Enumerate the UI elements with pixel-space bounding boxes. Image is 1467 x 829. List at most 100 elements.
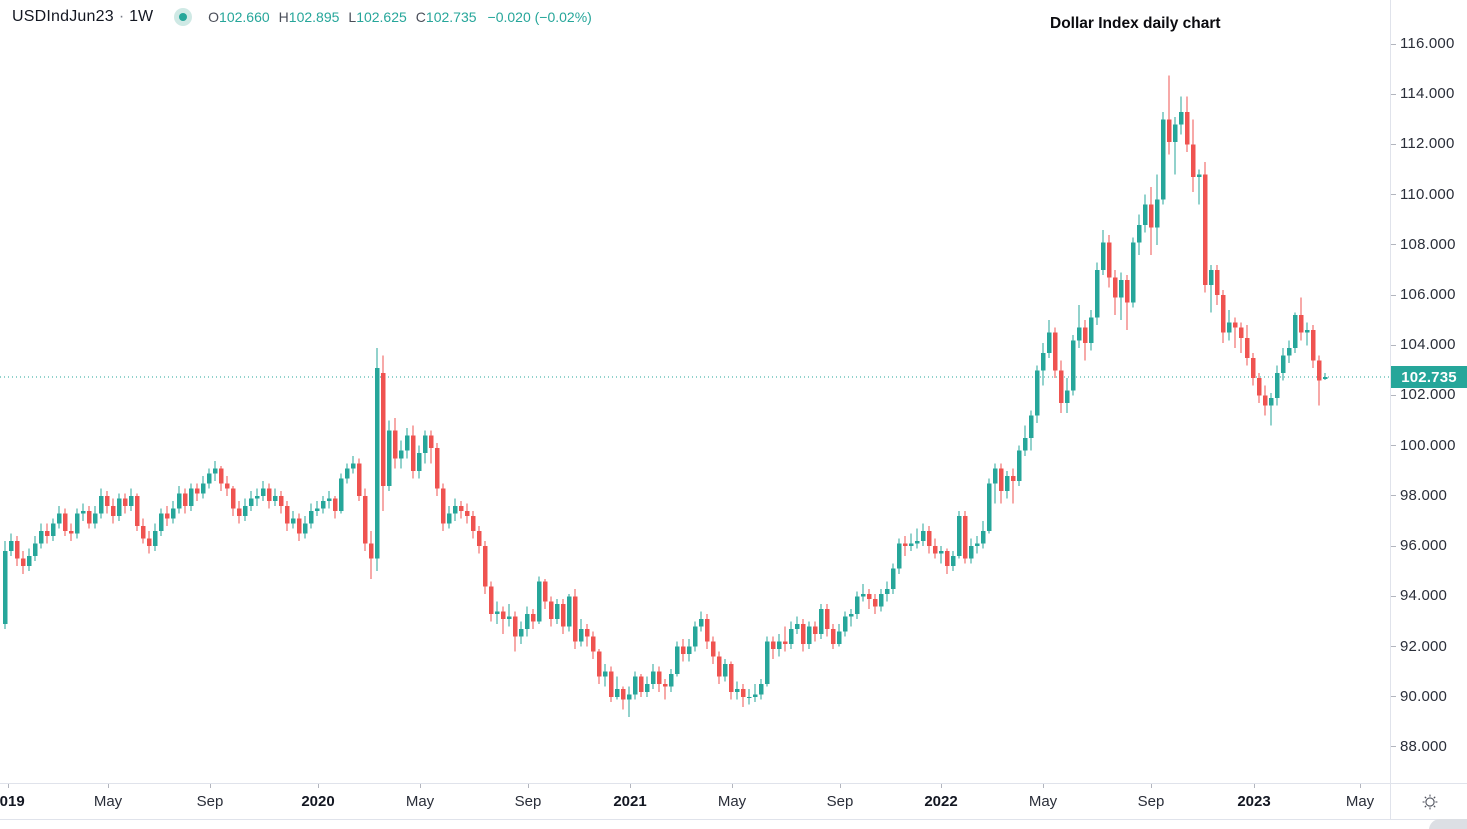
candle bbox=[1220, 290, 1226, 343]
candle bbox=[446, 505, 452, 529]
time-axis-label: 2019 bbox=[0, 793, 25, 810]
candle bbox=[776, 634, 782, 657]
candle bbox=[266, 483, 272, 509]
price-axis-tick bbox=[1391, 394, 1396, 396]
candle bbox=[158, 508, 164, 537]
time-axis[interactable]: 2019 May Sep 2020 May Sep 2021 May Sep 2022 May Sep… bbox=[0, 783, 1390, 820]
candle bbox=[458, 500, 464, 519]
candle bbox=[104, 490, 110, 514]
interval-label[interactable]: 1W bbox=[129, 8, 154, 25]
time-axis-label: 2020 bbox=[301, 793, 335, 810]
candle bbox=[26, 548, 32, 572]
candle bbox=[590, 631, 596, 660]
candle bbox=[398, 440, 404, 469]
candle bbox=[176, 485, 182, 514]
candle bbox=[764, 636, 770, 687]
candle bbox=[164, 505, 170, 527]
candle bbox=[968, 538, 974, 564]
candle bbox=[1184, 96, 1190, 152]
candle bbox=[110, 498, 116, 524]
candle bbox=[950, 551, 956, 572]
candle bbox=[1226, 310, 1232, 341]
candle bbox=[860, 583, 866, 602]
price-axis[interactable]: 102.735 116.000 114.000 112.000 110.000 108.… bbox=[1390, 0, 1467, 783]
candle bbox=[938, 546, 944, 564]
candle bbox=[284, 500, 290, 532]
candle bbox=[296, 513, 302, 542]
candle bbox=[788, 621, 794, 650]
candle bbox=[362, 488, 368, 552]
chart-annotation-title: Dollar Index daily chart bbox=[1050, 15, 1221, 32]
candle bbox=[512, 611, 518, 652]
price-scale-settings-button[interactable] bbox=[1390, 783, 1467, 820]
candle bbox=[404, 428, 410, 459]
candle bbox=[596, 649, 602, 685]
candle bbox=[710, 636, 716, 665]
price-axis-label: 88.000 bbox=[1400, 737, 1448, 755]
time-axis-tick bbox=[420, 784, 421, 788]
candle bbox=[338, 473, 344, 514]
candle bbox=[440, 483, 446, 532]
candle bbox=[1124, 274, 1130, 331]
time-axis-tick bbox=[1151, 784, 1152, 788]
candle bbox=[734, 681, 740, 700]
candle bbox=[230, 485, 236, 517]
candle bbox=[692, 621, 698, 652]
price-axis-label: 104.000 bbox=[1400, 336, 1456, 354]
candle bbox=[824, 603, 830, 637]
candle bbox=[836, 623, 842, 647]
candle bbox=[608, 666, 614, 702]
time-axis-label: Sep bbox=[196, 793, 224, 810]
candle bbox=[770, 636, 776, 660]
candle bbox=[1208, 264, 1214, 313]
candle bbox=[1094, 262, 1100, 326]
candle bbox=[278, 490, 284, 514]
time-axis-label: May bbox=[717, 793, 747, 810]
candle bbox=[218, 465, 224, 491]
candle bbox=[170, 500, 176, 524]
price-axis-label: 114.000 bbox=[1400, 85, 1455, 103]
series-marker-icon[interactable] bbox=[174, 8, 193, 26]
candle bbox=[974, 536, 980, 554]
series-marker-dot-icon bbox=[179, 13, 188, 21]
symbol-name[interactable]: USDIndJun23 bbox=[12, 8, 114, 25]
candle bbox=[902, 536, 908, 557]
candle bbox=[134, 493, 140, 532]
candle bbox=[572, 588, 578, 650]
time-axis-tick bbox=[732, 784, 733, 788]
candle bbox=[746, 689, 752, 705]
candle bbox=[1202, 162, 1208, 293]
bottom-strip bbox=[0, 819, 1467, 829]
candle bbox=[368, 531, 374, 579]
candle bbox=[1292, 312, 1298, 353]
candle bbox=[1166, 75, 1172, 155]
candle bbox=[704, 613, 710, 650]
candle bbox=[620, 686, 626, 710]
candle bbox=[374, 347, 380, 572]
candle bbox=[482, 541, 488, 594]
candle bbox=[884, 581, 890, 602]
candle bbox=[74, 508, 80, 539]
time-axis-label: 2022 bbox=[924, 793, 958, 810]
candle bbox=[2, 541, 8, 629]
candle bbox=[1076, 305, 1082, 348]
candle bbox=[422, 430, 428, 464]
candle bbox=[182, 488, 188, 514]
candle bbox=[914, 528, 920, 549]
price-axis-label: 94.000 bbox=[1400, 587, 1448, 605]
candle bbox=[8, 533, 14, 557]
candle bbox=[506, 603, 512, 627]
candle bbox=[452, 498, 458, 522]
candle bbox=[554, 598, 560, 624]
candles-svg[interactable] bbox=[0, 0, 1390, 783]
candle bbox=[1310, 325, 1316, 368]
candle bbox=[1232, 317, 1238, 348]
candle bbox=[1298, 297, 1304, 341]
candle bbox=[1106, 234, 1112, 288]
candle bbox=[668, 669, 674, 692]
legend-ohlc-item: O102.660 bbox=[208, 9, 270, 25]
candle bbox=[782, 626, 788, 652]
chart-canvas[interactable]: USDIndJun23 · 1W O102.660 H102.895 L102.62… bbox=[0, 0, 1390, 783]
time-axis-tick bbox=[8, 784, 9, 788]
